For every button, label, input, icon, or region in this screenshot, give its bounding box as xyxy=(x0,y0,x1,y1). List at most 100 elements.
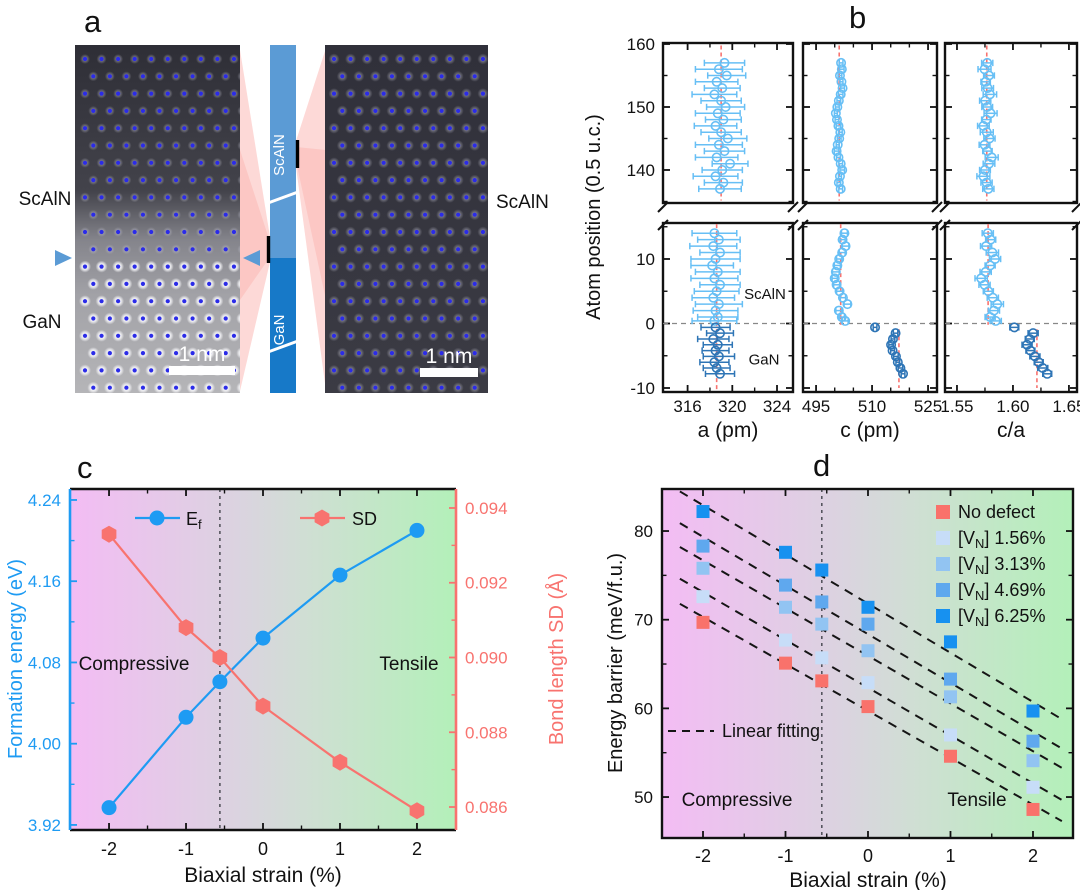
axis-break-mark xyxy=(657,201,669,213)
y-axis-title: Energy barrier (meV/f.u.) xyxy=(605,553,627,773)
y-tick-label: 150 xyxy=(627,98,655,117)
zoom-fan-left xyxy=(240,50,270,391)
panel-c-chart: Compressive Tensile 3.92 4.00 4.08 4.16 4.24 0.… xyxy=(5,487,568,887)
schematic-gan-layer xyxy=(270,258,296,393)
linear-fitting-legend-label: Linear fitting xyxy=(722,721,820,741)
linear-fit-line xyxy=(679,490,1063,721)
x-axis-title: c/a xyxy=(997,419,1025,442)
axis-break-mark xyxy=(797,201,809,213)
right-tick-label: 0.090 xyxy=(465,649,508,668)
region-label-gan: GaN xyxy=(749,352,780,369)
x-tick-label: 0 xyxy=(258,839,268,859)
atom-grid-right xyxy=(328,53,488,393)
series-VN 3.13% xyxy=(696,561,1040,768)
x-tick-label: 316 xyxy=(673,397,701,416)
x-tick-label: 1.60 xyxy=(996,397,1029,416)
y-tick-label: 50 xyxy=(634,788,653,807)
panel-c-label: c xyxy=(77,450,93,485)
axis-break-mark xyxy=(797,219,809,231)
left-tick-label: 4.00 xyxy=(28,735,61,754)
zoom-region-tick xyxy=(295,140,300,168)
panel-b-subplot-c: 495 510 525 c (pm) xyxy=(797,41,943,442)
legend-label: [VN] 1.56% xyxy=(958,528,1045,551)
x-tick-label: 0 xyxy=(863,846,873,866)
panel-d-legend: No defect [VN] 1.56% [VN] 3.13% [VN] 4.69% [… xyxy=(936,502,1045,629)
right-axis-title: Bond length SD (Å) xyxy=(545,573,568,745)
legend-label: [VN] 6.25% xyxy=(958,606,1045,629)
schematic-gan-label: GaN xyxy=(271,315,288,346)
axis-break-mark xyxy=(931,201,943,213)
axis-break-mark xyxy=(1071,202,1080,213)
panel-b-subplot-ca: 1.55 1.60 1.65 c/a xyxy=(939,41,1080,442)
axis-break-mark xyxy=(657,219,669,231)
axis-break-mark xyxy=(787,201,799,213)
series-VN 6.25% xyxy=(696,505,1040,718)
left-tick-label: 4.16 xyxy=(28,572,61,591)
left-tick-label: 3.92 xyxy=(28,816,61,835)
region-label-tensile: Tensile xyxy=(947,790,1006,811)
series-No defect xyxy=(696,615,1040,816)
x-tick-label: 2 xyxy=(1028,846,1038,866)
y-tick-label: 80 xyxy=(634,522,653,541)
legend-label: [VN] 4.69% xyxy=(958,580,1045,603)
strain-gradient-background xyxy=(662,489,1073,838)
scale-bar xyxy=(169,366,235,375)
y-tick-label: 140 xyxy=(627,161,655,180)
right-tick-label: 0.092 xyxy=(465,574,508,593)
series-SD xyxy=(101,525,425,820)
gan-layer-label: GaN xyxy=(22,312,61,333)
atom-grid-left xyxy=(79,54,240,393)
x-tick-label: 1 xyxy=(335,839,345,859)
axis-break-mark xyxy=(787,219,799,231)
x-axis-title: c (pm) xyxy=(840,419,900,442)
scale-bar-label: 1 nm xyxy=(426,345,473,368)
region-label-compressive: Compressive xyxy=(79,654,190,675)
x-axis-title: Biaxial strain (%) xyxy=(184,864,342,887)
panel-d-label: d xyxy=(813,448,831,483)
x-tick-label: -1 xyxy=(777,846,793,866)
schematic-scain-label: ScAlN xyxy=(271,134,288,176)
y-tick-label: 70 xyxy=(634,611,653,630)
x-tick-label: -2 xyxy=(101,839,117,859)
x-tick-label: -1 xyxy=(178,839,194,859)
x-tick-label: 1 xyxy=(945,846,955,866)
schematic-scain-layer xyxy=(270,45,296,258)
x-axis-title: Biaxial strain (%) xyxy=(789,869,947,890)
scain-layer-label: ScAlN xyxy=(19,189,72,210)
right-tick-label: 0.088 xyxy=(465,723,508,742)
x-tick-label: -2 xyxy=(695,846,711,866)
x-tick-label: 1.55 xyxy=(940,397,973,416)
x-tick-label: 510 xyxy=(858,397,886,416)
linear-fit-line xyxy=(679,522,1063,750)
axis-break-mark xyxy=(939,201,951,213)
region-label-scain: ScAlN xyxy=(744,286,786,303)
left-tick-label: 4.24 xyxy=(28,491,61,510)
legend-label: [VN] 3.13% xyxy=(958,554,1045,577)
x-tick-label: 320 xyxy=(718,397,746,416)
y-tick-label: 60 xyxy=(634,699,653,718)
legend-label: No defect xyxy=(958,502,1035,522)
panel-a-label: a xyxy=(84,4,102,39)
x-axis-title: a (pm) xyxy=(698,419,759,442)
series-VN 1.56% xyxy=(696,590,1040,794)
series-VN 4.69% xyxy=(696,539,1040,748)
y-tick-label: 0 xyxy=(646,314,655,333)
zoom-fan-right xyxy=(296,48,326,391)
axis-break-mark xyxy=(1071,220,1080,231)
y-tick-label: -10 xyxy=(630,379,655,398)
x-tick-label: 495 xyxy=(802,397,830,416)
region-label-compressive: Compressive xyxy=(682,790,793,811)
x-tick-label: 324 xyxy=(763,397,791,416)
zoom-region-tick xyxy=(266,236,271,263)
interface-arrow-right xyxy=(243,250,260,266)
series-Ef xyxy=(101,522,425,816)
left-axis-title: Formation energy (eV) xyxy=(5,559,27,759)
panel-a-illustration: ScAlN GaN ScAlN GaN ScAlN 1 nm 1 nm xyxy=(19,45,549,393)
x-tick-label: 2 xyxy=(412,839,422,859)
y-tick-label: 160 xyxy=(627,35,655,54)
scale-bar xyxy=(420,368,478,377)
right-tick-label: 0.094 xyxy=(465,499,508,518)
panel-c-legend: Ef SD xyxy=(135,509,377,532)
